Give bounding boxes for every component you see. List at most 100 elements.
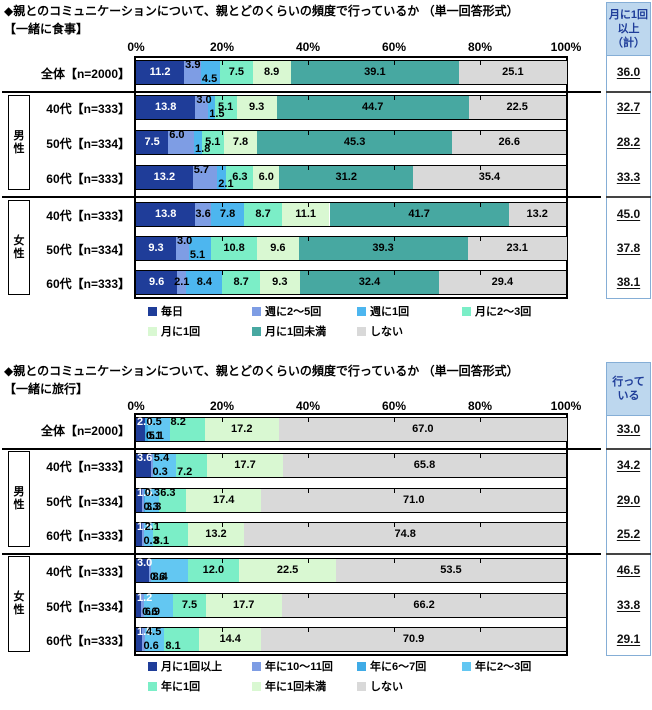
- axis-tick-mark: [222, 131, 223, 135]
- segment-value-label: 0.3: [144, 487, 160, 500]
- segment-value-label: 9.6: [270, 237, 285, 260]
- legend-swatch-icon: [462, 662, 471, 671]
- axis-tick-label: 80%: [450, 40, 510, 54]
- segment-value-label: 5.1: [189, 249, 205, 262]
- axis-tick-mark: [308, 594, 309, 598]
- legend-swatch-icon: [462, 307, 471, 316]
- segment-value-label: 26.6: [499, 131, 520, 154]
- segment-value-label: 2.1: [217, 178, 233, 191]
- axis-tick-mark: [480, 237, 481, 241]
- axis-tick-mark: [222, 454, 223, 458]
- segment-value-label: 13.2: [526, 203, 547, 226]
- group-separator: [2, 196, 601, 198]
- legend-item: 毎日: [148, 303, 183, 319]
- axis-tick-mark: [480, 96, 481, 100]
- segment-value-label: 9.3: [272, 271, 287, 294]
- segment-value-label: 6.0: [259, 166, 274, 189]
- segment-value-label: 22.5: [506, 96, 527, 119]
- segment-value-label: 32.4: [359, 271, 380, 294]
- axis-tick-mark: [308, 237, 309, 241]
- group-separator: [2, 91, 601, 93]
- segment-value-label: 53.5: [440, 559, 461, 582]
- legend-swatch-icon: [148, 327, 157, 336]
- summary-separator: [606, 91, 651, 93]
- segment-value-label: 7.8: [233, 131, 248, 154]
- segment-value-label: 74.8: [394, 523, 415, 546]
- axis-tick-mark: [480, 418, 481, 422]
- legend-item: しない: [357, 678, 403, 694]
- segment-value-label: 8.7: [255, 203, 270, 226]
- legend-swatch-icon: [357, 682, 366, 691]
- summary-value: 29.1: [607, 632, 650, 646]
- legend-label: 年に1回未満: [265, 678, 326, 694]
- group-separator: [2, 553, 601, 555]
- row-label: 全体【n=2000】: [2, 422, 130, 439]
- legend-item: 年に2～3回: [462, 658, 531, 674]
- axis-tick-mark: [394, 559, 395, 563]
- segment-value-label: 6.9: [144, 606, 160, 619]
- segment-value-label: 11.1: [295, 203, 316, 226]
- summary-value: 33.8: [607, 598, 650, 612]
- segment-value-label: 6.3: [159, 487, 175, 500]
- segment-value-label: 7.5: [182, 594, 197, 617]
- segment-value-label: 71.0: [403, 489, 424, 512]
- legend-label: 月に1回以上: [161, 658, 222, 674]
- group-label: 女 性: [14, 235, 25, 260]
- segment-value-label: 39.3: [372, 237, 393, 260]
- summary-header: 行って いる: [606, 362, 651, 416]
- legend-item: 月に2～3回: [462, 303, 531, 319]
- axis-tick-mark: [308, 131, 309, 135]
- axis-tick-mark: [308, 559, 309, 563]
- legend-swatch-icon: [148, 662, 157, 671]
- segment-value-label: 22.5: [277, 559, 298, 582]
- summary-separator: [606, 448, 651, 450]
- segment-value-label: 5.1: [218, 96, 233, 119]
- segment-value-label: 13.8: [155, 96, 176, 119]
- axis-tick-mark: [222, 418, 223, 422]
- legend-label: 週に2～5回: [265, 303, 321, 319]
- group-label: 女 性: [14, 591, 25, 616]
- row-label: 全体【n=2000】: [2, 65, 130, 82]
- axis-tick-label: 0%: [106, 40, 166, 54]
- segment-value-label: 13.2: [154, 166, 175, 189]
- segment-value-label: 7.5: [144, 131, 159, 154]
- segment-value-label: 45.3: [344, 131, 365, 154]
- segment-value-label: 31.2: [336, 166, 357, 189]
- axis-tick-label: 20%: [192, 40, 252, 54]
- summary-separator: [606, 196, 651, 198]
- axis-tick-mark: [308, 96, 309, 100]
- segment-value-label: 5.1: [148, 430, 164, 443]
- segment-value-label: 6.0: [168, 129, 184, 142]
- axis-tick-mark: [308, 271, 309, 275]
- summary-value: 37.8: [607, 241, 650, 255]
- legend-label: 年に1回: [161, 678, 200, 694]
- summary-value: 28.2: [607, 135, 650, 149]
- legend-swatch-icon: [252, 662, 261, 671]
- legend-item: 月に1回以上: [148, 658, 222, 674]
- legend-item: 年に1回未満: [252, 678, 326, 694]
- segment-value-label: 17.7: [234, 454, 255, 477]
- summary-value: 32.7: [607, 100, 650, 114]
- legend-label: 毎日: [161, 303, 183, 319]
- axis-tick-mark: [394, 628, 395, 632]
- segment-value-label: 5.4: [153, 452, 169, 465]
- axis-tick-mark: [394, 594, 395, 598]
- segment-value-label: 3.0: [176, 235, 192, 248]
- axis-tick-mark: [222, 594, 223, 598]
- segment-value-label: 70.9: [403, 628, 424, 651]
- group-label-box: 男 性: [8, 95, 30, 190]
- legend-label: しない: [370, 323, 403, 339]
- segment-value-label: 13.8: [155, 203, 176, 226]
- segment-value-label: 8.1: [164, 640, 180, 653]
- axis-tick-mark: [308, 454, 309, 458]
